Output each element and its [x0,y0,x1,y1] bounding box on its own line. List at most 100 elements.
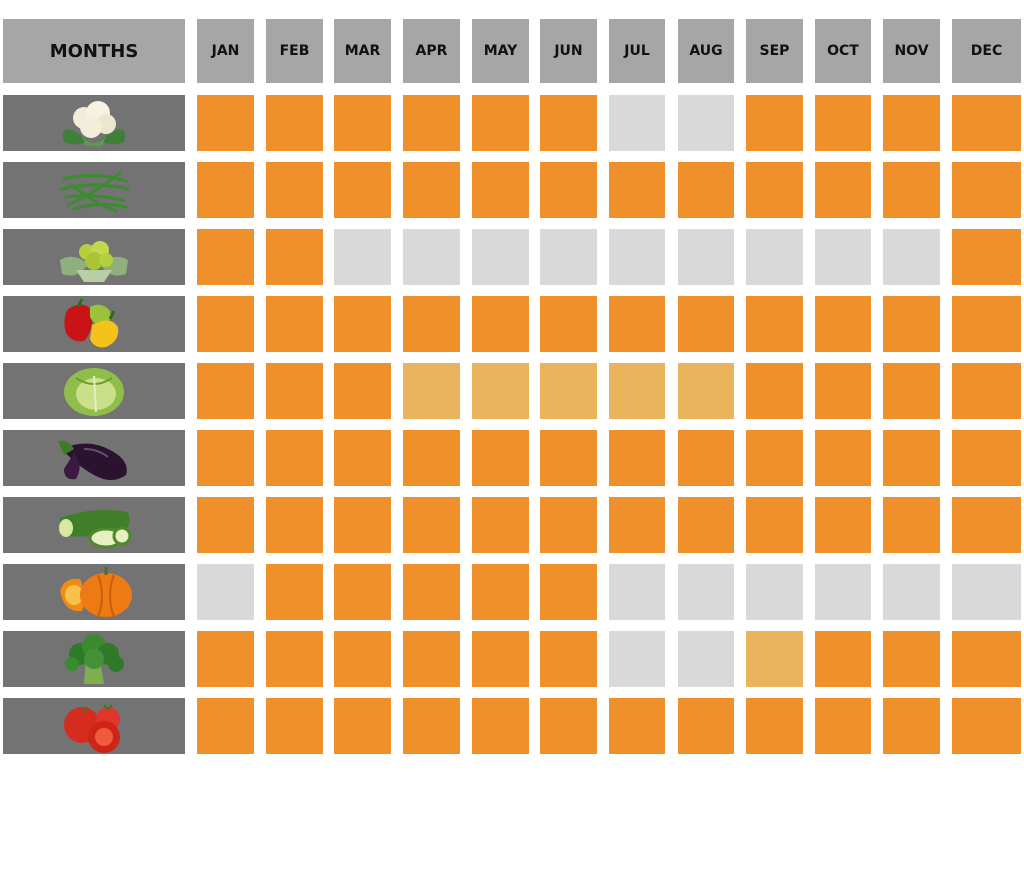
cell-bell-peppers-jun [540,296,597,352]
row-label-zucchini [3,497,185,553]
cell-broccoli-oct [815,631,871,687]
cell-romanesco-may [472,229,529,285]
cell-broccoli-sep [746,631,803,687]
cell-cabbage-jan [197,363,254,419]
cell-tomatoes-oct [815,698,871,754]
cell-cauliflower-apr [403,95,460,151]
row-label-cabbage [3,363,185,419]
cell-pumpkin-may [472,564,529,620]
cell-romanesco-oct [815,229,871,285]
cell-zucchini-jun [540,497,597,553]
cell-cauliflower-aug [678,95,734,151]
month-header-jan: JAN [197,19,254,83]
eggplant-icon [54,431,134,485]
cell-bell-peppers-jul [609,296,665,352]
row-label-tomatoes [3,698,185,754]
cell-romanesco-aug [678,229,734,285]
cell-tomatoes-mar [334,698,391,754]
cell-bell-peppers-jan [197,296,254,352]
cell-zucchini-may [472,497,529,553]
month-header-jun: JUN [540,19,597,83]
cabbage-icon [54,364,134,418]
cell-pumpkin-oct [815,564,871,620]
cell-pumpkin-feb [266,564,323,620]
cell-bell-peppers-feb [266,296,323,352]
cell-romanesco-mar [334,229,391,285]
cell-green-beans-jun [540,162,597,218]
cell-broccoli-apr [403,631,460,687]
cell-eggplant-oct [815,430,871,486]
cell-pumpkin-jun [540,564,597,620]
row-label-green-beans [3,162,185,218]
cell-eggplant-dec [952,430,1021,486]
cell-cabbage-jun [540,363,597,419]
row-label-broccoli [3,631,185,687]
month-header-aug: AUG [678,19,734,83]
cell-eggplant-feb [266,430,323,486]
cell-eggplant-jan [197,430,254,486]
cell-green-beans-nov [883,162,940,218]
cell-broccoli-jun [540,631,597,687]
cell-cabbage-may [472,363,529,419]
cell-bell-peppers-sep [746,296,803,352]
cell-tomatoes-dec [952,698,1021,754]
cell-cabbage-dec [952,363,1021,419]
month-header-apr: APR [403,19,460,83]
cell-romanesco-jun [540,229,597,285]
month-header-sep: SEP [746,19,803,83]
cell-cauliflower-dec [952,95,1021,151]
cell-zucchini-nov [883,497,940,553]
cell-zucchini-mar [334,497,391,553]
cell-bell-peppers-nov [883,296,940,352]
cell-green-beans-feb [266,162,323,218]
cell-cabbage-sep [746,363,803,419]
cell-broccoli-jul [609,631,665,687]
cell-green-beans-sep [746,162,803,218]
row-label-eggplant [3,430,185,486]
cell-green-beans-apr [403,162,460,218]
cell-broccoli-feb [266,631,323,687]
cell-broccoli-dec [952,631,1021,687]
cell-tomatoes-jun [540,698,597,754]
cell-tomatoes-feb [266,698,323,754]
cell-cabbage-apr [403,363,460,419]
cell-cauliflower-may [472,95,529,151]
month-header-oct: OCT [815,19,871,83]
cell-green-beans-jul [609,162,665,218]
cell-romanesco-jan [197,229,254,285]
cell-zucchini-aug [678,497,734,553]
cell-broccoli-jan [197,631,254,687]
cell-broccoli-nov [883,631,940,687]
cell-bell-peppers-dec [952,296,1021,352]
cell-romanesco-jul [609,229,665,285]
cell-zucchini-oct [815,497,871,553]
month-header-may: MAY [472,19,529,83]
cell-romanesco-nov [883,229,940,285]
row-label-bell-peppers [3,296,185,352]
cell-zucchini-jul [609,497,665,553]
cell-tomatoes-jul [609,698,665,754]
cell-cabbage-nov [883,363,940,419]
broccoli-icon [54,632,134,686]
month-header-dec: DEC [952,19,1021,83]
cell-pumpkin-jan [197,564,254,620]
cell-pumpkin-nov [883,564,940,620]
cell-tomatoes-aug [678,698,734,754]
cell-tomatoes-apr [403,698,460,754]
cell-cabbage-aug [678,363,734,419]
cell-green-beans-aug [678,162,734,218]
cell-zucchini-dec [952,497,1021,553]
cell-bell-peppers-apr [403,296,460,352]
cell-zucchini-feb [266,497,323,553]
cell-zucchini-apr [403,497,460,553]
cell-pumpkin-jul [609,564,665,620]
green-beans-icon [54,163,134,217]
cell-cauliflower-sep [746,95,803,151]
cell-romanesco-sep [746,229,803,285]
cell-green-beans-oct [815,162,871,218]
cell-cabbage-feb [266,363,323,419]
row-label-cauliflower [3,95,185,151]
cell-eggplant-jun [540,430,597,486]
cell-bell-peppers-aug [678,296,734,352]
